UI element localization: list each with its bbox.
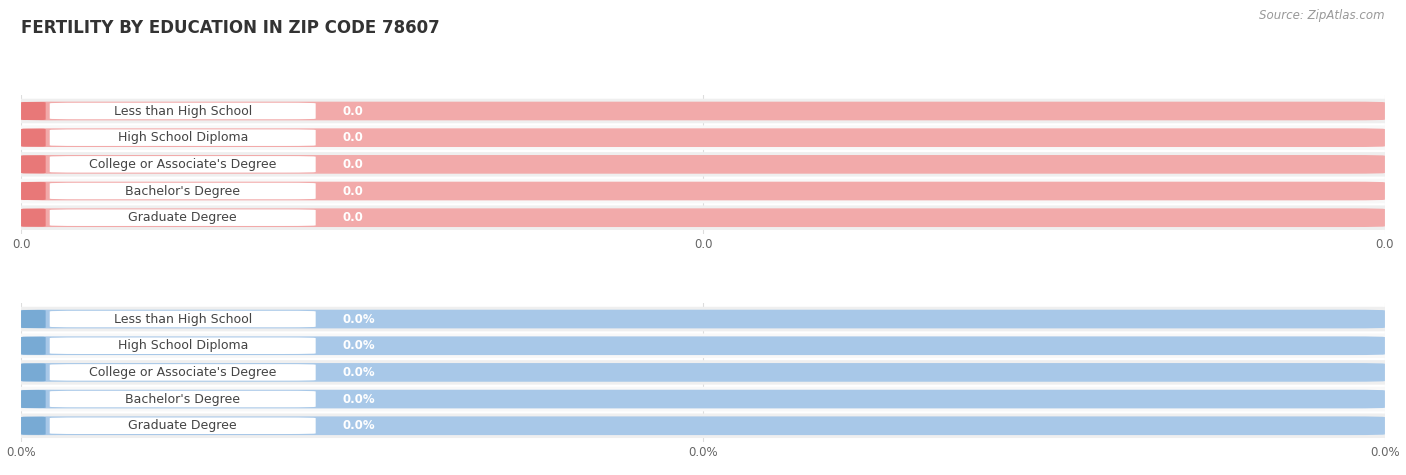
Text: 0.0%: 0.0% [343,366,375,379]
FancyBboxPatch shape [49,311,316,327]
Text: Graduate Degree: Graduate Degree [128,211,238,224]
Text: Bachelor's Degree: Bachelor's Degree [125,184,240,198]
FancyBboxPatch shape [49,337,316,354]
FancyBboxPatch shape [11,417,55,435]
FancyBboxPatch shape [11,128,55,147]
FancyBboxPatch shape [49,103,316,119]
FancyBboxPatch shape [21,182,1385,200]
FancyBboxPatch shape [7,307,1399,332]
FancyBboxPatch shape [49,183,316,200]
Text: 0.0%: 0.0% [343,392,375,406]
Text: 0.0%: 0.0% [343,313,375,325]
FancyBboxPatch shape [7,152,1399,177]
FancyBboxPatch shape [11,390,55,408]
Text: 0.0%: 0.0% [343,419,375,432]
FancyBboxPatch shape [49,391,316,408]
FancyBboxPatch shape [21,102,1385,120]
FancyBboxPatch shape [7,387,1399,411]
FancyBboxPatch shape [7,360,1399,385]
FancyBboxPatch shape [21,155,1385,174]
Text: College or Associate's Degree: College or Associate's Degree [89,366,277,379]
Text: 0.0%: 0.0% [343,339,375,352]
FancyBboxPatch shape [49,129,316,146]
FancyBboxPatch shape [21,417,1385,435]
FancyBboxPatch shape [11,155,55,174]
FancyBboxPatch shape [7,179,1399,203]
FancyBboxPatch shape [7,413,1399,438]
FancyBboxPatch shape [11,102,55,120]
FancyBboxPatch shape [11,310,55,328]
FancyBboxPatch shape [11,209,55,227]
FancyBboxPatch shape [7,205,1399,230]
FancyBboxPatch shape [21,128,1385,147]
FancyBboxPatch shape [49,156,316,172]
Text: 0.0: 0.0 [343,104,364,117]
Text: FERTILITY BY EDUCATION IN ZIP CODE 78607: FERTILITY BY EDUCATION IN ZIP CODE 78607 [21,19,440,37]
Text: Source: ZipAtlas.com: Source: ZipAtlas.com [1260,10,1385,22]
FancyBboxPatch shape [21,363,1385,382]
FancyBboxPatch shape [21,390,1385,408]
Text: 0.0: 0.0 [343,158,364,171]
FancyBboxPatch shape [11,363,55,382]
Text: College or Associate's Degree: College or Associate's Degree [89,158,277,171]
Text: 0.0: 0.0 [343,131,364,144]
FancyBboxPatch shape [7,125,1399,150]
FancyBboxPatch shape [7,333,1399,358]
FancyBboxPatch shape [7,99,1399,124]
FancyBboxPatch shape [11,182,55,200]
Text: High School Diploma: High School Diploma [118,131,247,144]
Text: 0.0: 0.0 [343,184,364,198]
FancyBboxPatch shape [21,209,1385,227]
FancyBboxPatch shape [49,364,316,380]
Text: Graduate Degree: Graduate Degree [128,419,238,432]
Text: Bachelor's Degree: Bachelor's Degree [125,392,240,406]
FancyBboxPatch shape [11,336,55,355]
Text: Less than High School: Less than High School [114,104,252,117]
Text: Less than High School: Less than High School [114,313,252,325]
FancyBboxPatch shape [21,310,1385,328]
Text: 0.0: 0.0 [343,211,364,224]
Text: High School Diploma: High School Diploma [118,339,247,352]
FancyBboxPatch shape [49,209,316,226]
FancyBboxPatch shape [21,336,1385,355]
FancyBboxPatch shape [49,418,316,434]
